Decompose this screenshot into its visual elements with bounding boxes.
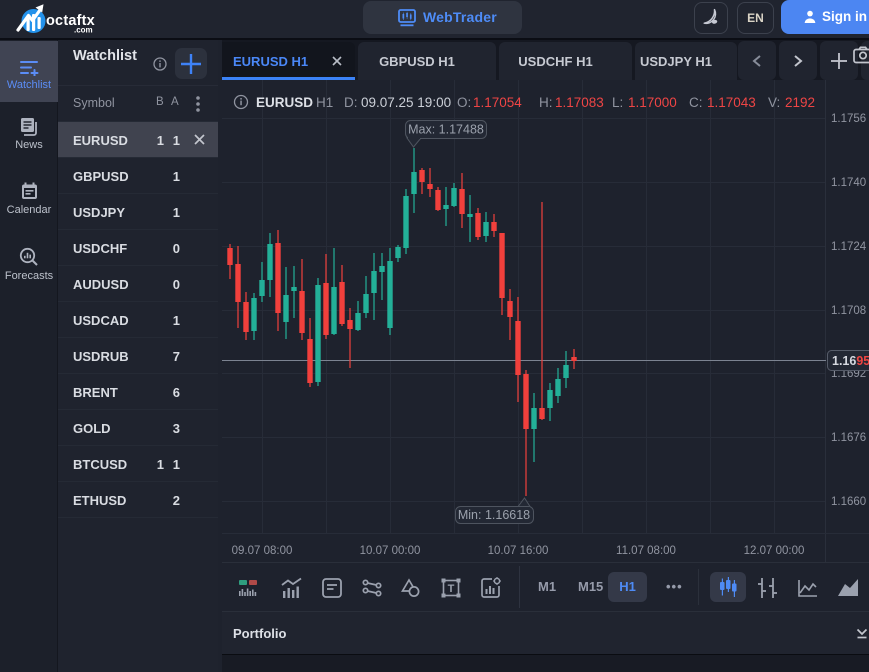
svg-text:H:: H:	[539, 95, 553, 110]
svg-text:1.1708: 1.1708	[831, 305, 866, 317]
svg-text:H1: H1	[316, 95, 333, 110]
svg-text:1.1660: 1.1660	[831, 496, 866, 508]
svg-text:V:: V:	[768, 95, 780, 110]
svg-text:1.1756: 1.1756	[831, 113, 866, 125]
svg-text:10.07 16:00: 10.07 16:00	[488, 545, 549, 557]
svg-text:2192: 2192	[785, 95, 815, 110]
svg-text:1.17043: 1.17043	[707, 95, 756, 110]
svg-text:Max: 1.17488: Max: 1.17488	[408, 123, 484, 137]
svg-text:1.17000: 1.17000	[628, 95, 677, 110]
svg-text:12.07 00:00: 12.07 00:00	[744, 545, 805, 557]
svg-text:Min: 1.16618: Min: 1.16618	[458, 508, 530, 522]
svg-text:EURUSD: EURUSD	[256, 95, 313, 110]
svg-text:D:: D:	[344, 95, 358, 110]
svg-text:10.07 00:00: 10.07 00:00	[360, 545, 421, 557]
svg-text:1.17054: 1.17054	[473, 95, 522, 110]
svg-text:L:: L:	[612, 95, 623, 110]
svg-text:octaftx: octaftx	[46, 13, 95, 29]
svg-text:1.1676: 1.1676	[831, 432, 866, 444]
svg-text:C:: C:	[689, 95, 703, 110]
svg-text:O:: O:	[457, 95, 471, 110]
svg-text:11.07 08:00: 11.07 08:00	[616, 545, 676, 557]
svg-text:09.07.25 19:00: 09.07.25 19:00	[361, 95, 451, 110]
svg-text:1.1724: 1.1724	[831, 241, 867, 253]
svg-text:1.1695: 1.1695	[832, 354, 869, 368]
svg-text:1.17083: 1.17083	[555, 95, 604, 110]
svg-text:09.07 08:00: 09.07 08:00	[232, 545, 293, 557]
svg-text:.com: .com	[74, 26, 93, 35]
svg-text:T: T	[448, 583, 455, 595]
svg-text:1.1740: 1.1740	[831, 177, 866, 189]
